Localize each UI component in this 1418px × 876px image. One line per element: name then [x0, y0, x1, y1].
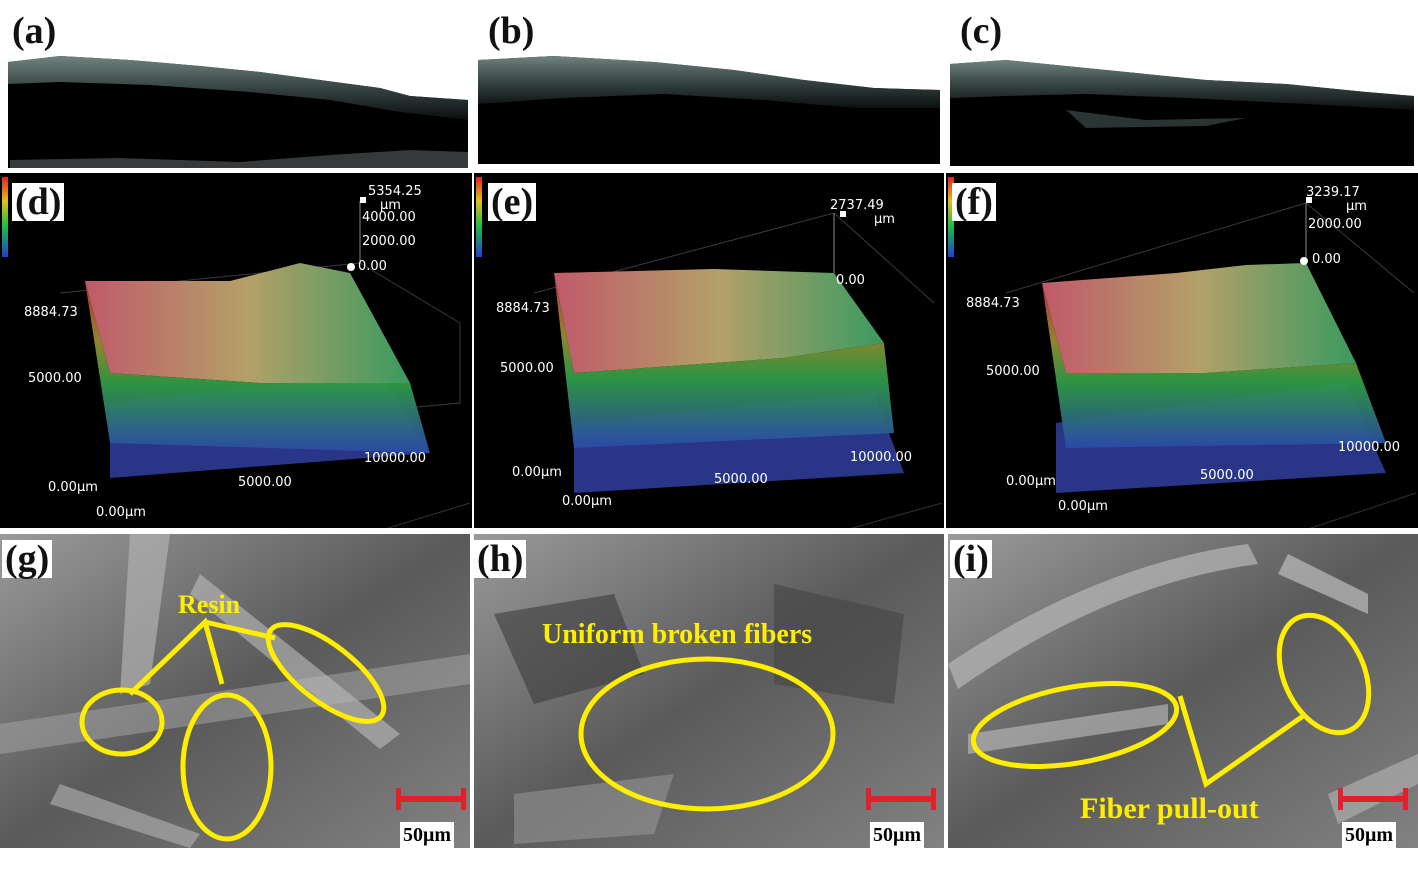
xend-f: 10000.00 [1338, 440, 1400, 455]
xend-e: 10000.00 [850, 450, 912, 465]
pull-out-ellipse-1 [970, 681, 1180, 769]
panel-c: (c) [946, 0, 1418, 170]
profile-3d-f: 3239.17 μm 2000.00 0.00 8884.73 5000.00 … [948, 177, 1417, 528]
xmid-e: 5000.00 [714, 472, 768, 487]
ztick-d-1: 4000.00 [362, 210, 416, 225]
scalebar-label-g: 50μm [400, 822, 454, 848]
zmax-e: 2737.49 [830, 198, 884, 213]
origin-y-f: 0.00μm [1006, 474, 1056, 489]
ztick-d-3: 0.00 [358, 259, 387, 274]
broken-fibers-ellipse [578, 656, 836, 812]
origin-y-e: 0.00μm [512, 465, 562, 480]
cross-section-photo-a [8, 56, 468, 168]
resin-ellipse-2 [180, 692, 274, 842]
origin-x-e: 0.00μm [562, 494, 612, 509]
unit-d: μm [380, 198, 401, 213]
sem-image-h: Uniform broken fibers [474, 534, 944, 848]
ztick-f-2: 0.00 [1312, 252, 1341, 267]
panel-e: 2737.49 μm 0.00 8884.73 5000.00 0.00μm 0… [474, 173, 944, 528]
ymid-e: 5000.00 [500, 361, 554, 376]
panel-label-c: (c) [960, 10, 1003, 52]
annotation-resin: Resin [178, 590, 241, 619]
scalebar-label-h: 50μm [870, 822, 924, 848]
sem-image-g: Resin [0, 534, 470, 848]
panel-label-b: (b) [488, 10, 535, 52]
pull-out-ellipse-2 [1276, 612, 1372, 736]
panel-g: Resin (g) 50μm [0, 534, 470, 848]
origin-x-f: 0.00μm [1058, 499, 1108, 514]
resin-ellipse-1 [79, 687, 165, 757]
panel-label-a: (a) [12, 10, 57, 52]
cross-section-photo-c [950, 60, 1414, 166]
unit-f: μm [1346, 199, 1367, 214]
profile-3d-d: 5354.25 μm 4000.00 2000.00 0.00 8884.73 … [2, 177, 471, 528]
zmax-d: 5354.25 [368, 184, 422, 199]
panel-label-d: (d) [12, 183, 65, 221]
ztick-e-1: 0.00 [836, 273, 865, 288]
profile-3d-e: 2737.49 μm 0.00 8884.73 5000.00 0.00μm 0… [476, 177, 943, 528]
panel-h: Uniform broken fibers (h) 50μm [474, 534, 944, 848]
annotation-fiber-pull-out: Fiber pull-out [1080, 792, 1259, 825]
panel-label-h: (h) [474, 540, 527, 578]
ytop-e: 8884.73 [496, 301, 550, 316]
panel-b: (b) [474, 0, 944, 170]
xend-d: 10000.00 [364, 451, 426, 466]
ztick-d-2: 2000.00 [362, 234, 416, 249]
xmid-f: 5000.00 [1200, 468, 1254, 483]
origin-x-d: 0.00μm [96, 505, 146, 520]
panel-d: 5354.25 μm 4000.00 2000.00 0.00 8884.73 … [0, 173, 472, 528]
ytop-d: 8884.73 [24, 305, 78, 320]
panel-label-g: (g) [2, 540, 53, 578]
panel-i: Fiber pull-out (i) 50μm [948, 534, 1418, 848]
xmid-d: 5000.00 [238, 475, 292, 490]
ztick-f-1: 2000.00 [1308, 217, 1362, 232]
panel-label-e: (e) [488, 183, 537, 221]
zmax-f: 3239.17 [1306, 185, 1360, 200]
panel-label-i: (i) [950, 540, 992, 578]
panel-a: (a) [0, 0, 472, 170]
origin-y-d: 0.00μm [48, 480, 98, 495]
ytop-f: 8884.73 [966, 296, 1020, 311]
sem-image-i: Fiber pull-out [948, 534, 1418, 848]
panel-f: 3239.17 μm 2000.00 0.00 8884.73 5000.00 … [946, 173, 1418, 528]
annotation-uniform-broken-fibers: Uniform broken fibers [542, 619, 812, 650]
unit-e: μm [874, 212, 895, 227]
scalebar-label-i: 50μm [1342, 822, 1396, 848]
ymid-f: 5000.00 [986, 364, 1040, 379]
panel-label-f: (f) [952, 183, 996, 221]
resin-ellipse-3 [265, 622, 387, 724]
ymid-d: 5000.00 [28, 371, 82, 386]
cross-section-photo-b [478, 56, 940, 164]
